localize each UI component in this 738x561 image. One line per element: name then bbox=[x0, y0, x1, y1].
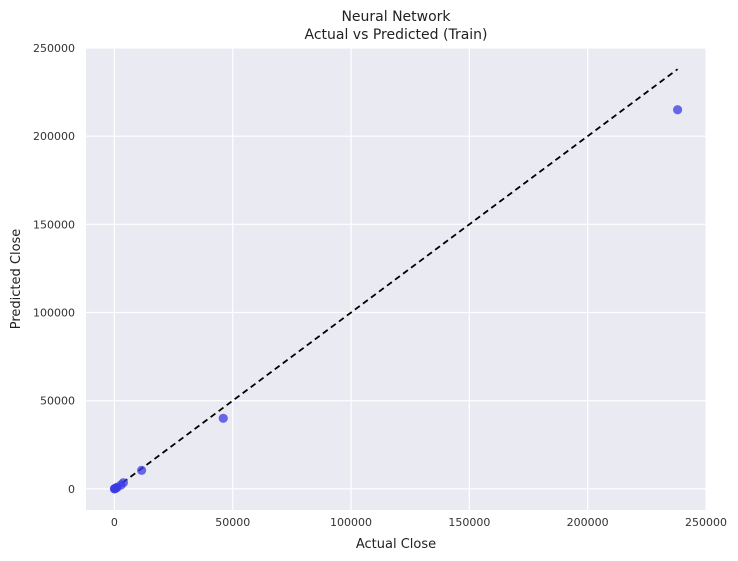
x-tick-label: 100000 bbox=[330, 516, 372, 529]
y-tick-label: 200000 bbox=[33, 130, 75, 143]
y-tick-labels: 0 50000 100000 150000 200000 250000 bbox=[33, 42, 75, 496]
x-tick-label: 250000 bbox=[685, 516, 727, 529]
data-point bbox=[137, 465, 147, 475]
grid bbox=[86, 47, 707, 510]
chart-subtitle: Actual vs Predicted (Train) bbox=[304, 27, 487, 43]
data-point bbox=[118, 478, 128, 488]
y-tick-label: 100000 bbox=[33, 307, 75, 320]
x-tick-label: 200000 bbox=[567, 516, 609, 529]
x-tick-label: 0 bbox=[111, 516, 118, 529]
y-tick-label: 150000 bbox=[33, 218, 75, 231]
x-tick-label: 150000 bbox=[448, 516, 490, 529]
y-tick-label: 50000 bbox=[40, 395, 75, 408]
reference-line-group bbox=[113, 68, 679, 490]
y-axis-label: Predicted Close bbox=[9, 229, 24, 330]
y-tick-label: 250000 bbox=[33, 42, 75, 55]
data-points bbox=[109, 105, 683, 494]
data-point bbox=[673, 105, 683, 115]
reference-line bbox=[113, 68, 679, 490]
data-point bbox=[218, 413, 228, 423]
chart-title: Neural Network bbox=[341, 9, 451, 25]
y-tick-label: 0 bbox=[68, 483, 75, 496]
x-tick-label: 50000 bbox=[215, 516, 250, 529]
x-tick-labels: 0 50000 100000 150000 200000 250000 bbox=[111, 516, 727, 529]
x-axis-label: Actual Close bbox=[356, 537, 436, 552]
